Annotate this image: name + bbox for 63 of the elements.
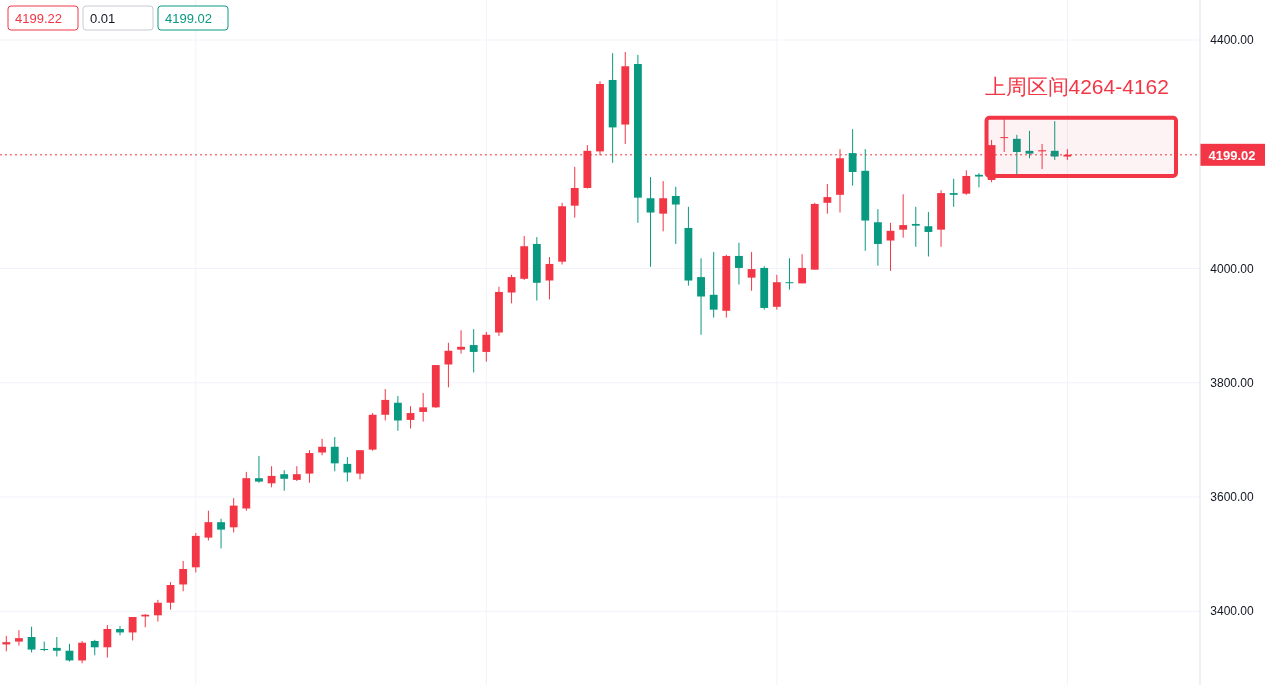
y-tick-label: 3800.00 — [1210, 375, 1255, 390]
candlestick — [848, 128, 857, 187]
candlestick — [823, 183, 832, 215]
candlestick — [507, 274, 516, 304]
band-label: 上周区间4264-4162 — [984, 74, 1169, 98]
y-tick-label: 4400.00 — [1210, 32, 1255, 47]
candlestick — [393, 395, 402, 432]
candlestick — [280, 469, 289, 492]
candlestick — [15, 629, 23, 647]
candlestick — [924, 211, 933, 258]
y-tick-label: 4000.00 — [1210, 261, 1255, 276]
candlestick — [356, 449, 364, 480]
candlestick — [52, 636, 61, 657]
candlestick — [709, 251, 718, 319]
candlestick — [343, 456, 352, 483]
candlestick — [570, 166, 579, 219]
candlestick — [1050, 120, 1059, 161]
candlestick — [381, 388, 390, 421]
candlestick — [482, 331, 491, 363]
candlestick — [949, 178, 958, 208]
candlestick — [255, 455, 263, 484]
quote-box: 0.01 — [82, 5, 154, 31]
candlestick — [229, 497, 238, 533]
candlestick — [406, 405, 415, 429]
candlestick — [1000, 116, 1009, 153]
candlestick — [671, 186, 680, 245]
candlestick — [166, 581, 175, 611]
quote-box: 4199.02 — [157, 5, 229, 31]
ref-line-label: 4199.02 — [1208, 147, 1256, 163]
candlestick — [646, 176, 655, 268]
candlestick — [798, 253, 807, 284]
candlestick — [747, 251, 756, 292]
candlestick — [886, 222, 895, 272]
candlestick — [204, 510, 213, 541]
candlestick — [469, 328, 478, 373]
quote-box: 4199.22 — [7, 5, 79, 31]
candlestick — [1012, 134, 1021, 177]
annotation: 4199.02 — [165, 11, 212, 26]
candlestick — [697, 257, 705, 336]
candlestick — [659, 180, 668, 232]
y-tick-label: 3600.00 — [1210, 490, 1255, 505]
candlestick — [962, 169, 971, 196]
candlestick — [735, 242, 743, 286]
candlestick — [975, 172, 983, 188]
candlestick — [330, 436, 339, 472]
candlestick — [1025, 130, 1034, 159]
annotation: 0.01 — [90, 11, 116, 26]
candlestick — [419, 392, 428, 423]
candlestick — [457, 329, 465, 355]
candlestick — [305, 449, 314, 484]
candlestick — [153, 599, 162, 623]
candlestick — [179, 560, 188, 592]
candlestick — [103, 624, 112, 659]
candlestick — [545, 256, 554, 300]
candlestick — [899, 193, 908, 239]
candlestick — [911, 206, 920, 248]
annotation: 4199.22 — [15, 11, 62, 26]
candlestick — [78, 640, 87, 664]
candlestick — [217, 518, 225, 549]
y-tick-label: 3400.00 — [1210, 604, 1255, 619]
candlestick — [27, 626, 36, 653]
candlestick — [128, 616, 137, 641]
candlestick — [873, 208, 882, 267]
